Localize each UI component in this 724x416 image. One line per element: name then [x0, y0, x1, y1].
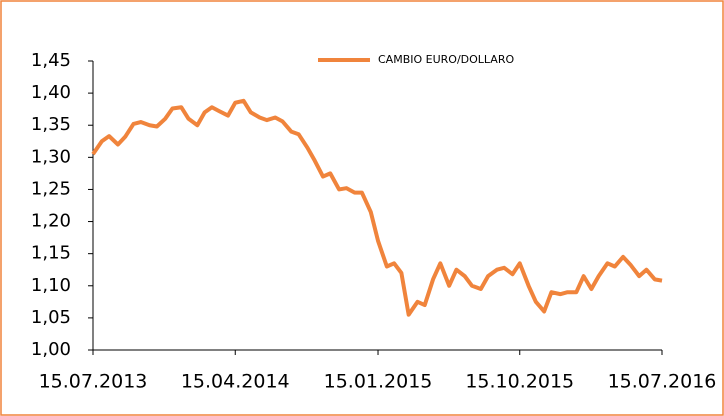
x-tick-label: 15.07.2013 [39, 371, 148, 393]
x-tick-label: 15.04.2014 [181, 371, 290, 393]
y-tick-label: 1,15 [31, 243, 71, 264]
x-tick-label: 15.07.2016 [608, 371, 717, 393]
y-tick-label: 1,45 [31, 50, 71, 71]
y-tick-label: 1,35 [31, 114, 71, 135]
y-tick-label: 1,05 [31, 307, 71, 328]
x-tick-label: 15.01.2015 [324, 371, 433, 393]
y-tick-label: 1,00 [31, 339, 71, 360]
y-tick-label: 1,10 [31, 275, 71, 296]
legend-label: CAMBIO EURO/DOLLARO [378, 53, 514, 66]
series-line [91, 98, 663, 317]
y-tick-label: 1,40 [31, 82, 71, 103]
y-tick-label: 1,25 [31, 178, 71, 199]
y-tick-label: 1,20 [31, 211, 71, 232]
x-tick-label: 15.10.2015 [465, 371, 574, 393]
y-tick-label: 1,30 [31, 146, 71, 167]
